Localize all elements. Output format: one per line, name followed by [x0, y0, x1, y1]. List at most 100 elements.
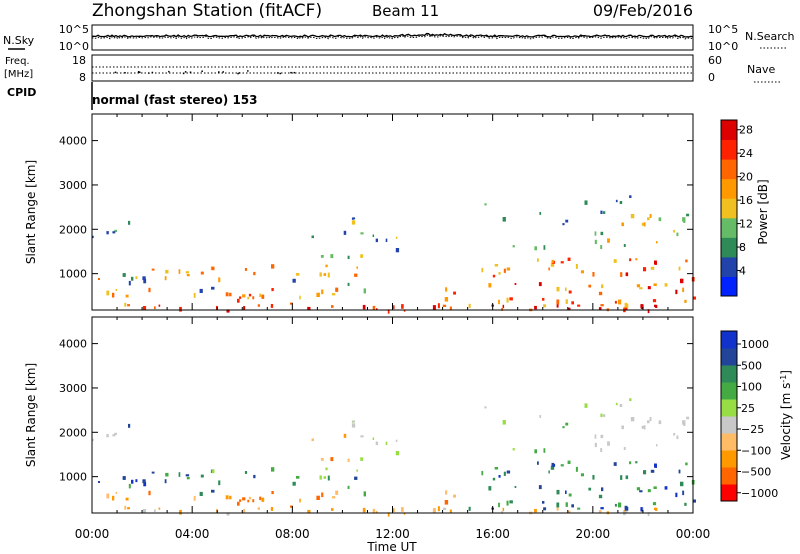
velocity-point	[588, 487, 592, 491]
freq-panel: Freq. [MHz] 18 8 60 0 Nave CPID normal (…	[4, 54, 780, 110]
velocity-colorbar-tick-label: −1000	[741, 487, 778, 500]
velocity-colorbar-tick-label: 500	[741, 359, 762, 372]
velocity-point	[488, 486, 492, 491]
velocity-point	[354, 476, 358, 480]
velocity-point	[656, 444, 658, 447]
velocity-point	[692, 499, 696, 503]
velocity-point	[135, 479, 138, 483]
velocity-point	[592, 475, 595, 480]
power-point	[178, 269, 181, 274]
velocity-point	[580, 473, 584, 477]
power-point	[179, 306, 182, 312]
freq-dot	[137, 71, 140, 73]
power-point	[567, 257, 571, 261]
velocity-point	[650, 469, 655, 473]
power-point	[502, 217, 506, 222]
power-point	[387, 309, 390, 314]
velocity-point	[641, 425, 645, 429]
velocity-point	[164, 479, 167, 484]
velocity-point	[630, 417, 635, 422]
velocity-colorbar-swatch	[721, 331, 737, 349]
velocity-point	[343, 433, 347, 438]
power-point	[376, 308, 378, 311]
power-point	[112, 292, 115, 298]
cpid-label: CPID	[7, 86, 36, 99]
power-point	[543, 304, 547, 308]
velocity-point	[601, 487, 604, 492]
velocity-point	[239, 499, 242, 502]
velocity-point	[259, 496, 262, 501]
velocity-point	[321, 492, 324, 498]
power-point	[630, 214, 635, 219]
velocity-point	[481, 470, 484, 476]
power-point	[375, 238, 378, 243]
velocity-point	[186, 477, 190, 480]
nsky-tick-low: 10^0	[59, 40, 89, 53]
power-point	[624, 302, 628, 308]
y-tick-label: 1000	[59, 268, 87, 281]
power-colorbar-tick-label: 4	[739, 265, 746, 278]
freq-dot	[218, 71, 220, 73]
velocity-point	[185, 474, 190, 477]
power-point	[449, 306, 452, 311]
power-point	[673, 229, 676, 233]
freq-dot	[238, 72, 241, 74]
velocity-point	[143, 481, 147, 487]
power-point	[686, 213, 690, 217]
power-point	[565, 219, 569, 223]
velocity-point	[598, 510, 602, 513]
power-point	[253, 271, 256, 276]
freq-dot	[293, 71, 296, 74]
power-point	[327, 272, 330, 278]
power-point	[506, 297, 509, 303]
power-point	[501, 308, 503, 311]
power-point	[543, 245, 546, 250]
velocity-point	[652, 502, 657, 506]
velocity-point	[445, 490, 448, 495]
power-colorbar: Power [dB] 4 8 12 16 20 24 28	[720, 119, 770, 297]
power-point	[135, 276, 138, 280]
velocity-point	[600, 413, 603, 417]
velocity-point	[639, 490, 643, 493]
velocity-point	[347, 458, 350, 462]
power-point	[512, 245, 515, 248]
power-point	[354, 273, 358, 277]
power-point	[537, 258, 539, 262]
velocity-point	[92, 438, 94, 442]
power-point	[615, 199, 618, 203]
velocity-point	[444, 500, 449, 505]
power-point	[252, 296, 255, 300]
velocity-colorbar-label-end: ]	[779, 370, 793, 375]
power-point	[395, 236, 398, 239]
power-point	[643, 267, 647, 272]
velocity-point	[556, 506, 559, 511]
power-point	[625, 272, 629, 277]
velocity-point	[376, 511, 378, 514]
velocity-point	[543, 448, 546, 453]
power-point	[316, 292, 320, 297]
velocity-point	[229, 495, 232, 500]
freq-dot	[279, 72, 281, 75]
power-point	[550, 262, 555, 267]
velocity-point	[550, 465, 555, 470]
power-point	[542, 298, 545, 301]
power-point	[577, 304, 581, 307]
velocity-point	[498, 475, 501, 478]
velocity-point	[565, 502, 568, 507]
power-point	[347, 255, 350, 259]
power-point	[199, 288, 203, 293]
velocity-point	[567, 460, 571, 464]
velocity-colorbar-tick-label: −25	[741, 423, 764, 436]
velocity-point	[323, 476, 327, 479]
power-point	[403, 309, 406, 312]
power-point	[565, 287, 567, 291]
power-point	[685, 259, 688, 263]
freq-dot	[124, 72, 126, 74]
velocity-point	[594, 442, 597, 448]
power-point	[453, 291, 456, 295]
velocity-point	[142, 479, 146, 484]
velocity-point	[598, 494, 603, 499]
power-point	[225, 292, 229, 297]
velocity-point	[567, 510, 571, 514]
velocity-point	[449, 509, 452, 514]
